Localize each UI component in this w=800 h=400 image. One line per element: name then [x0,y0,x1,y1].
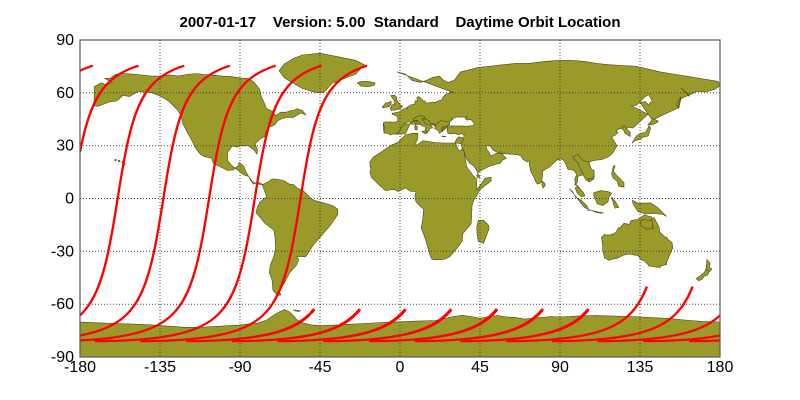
svg-text:90: 90 [56,32,74,49]
svg-text:-135: -135 [144,359,176,376]
svg-text:-45: -45 [308,359,331,376]
svg-text:-30: -30 [51,243,74,260]
svg-text:-90: -90 [228,359,251,376]
svg-text:135: 135 [627,359,654,376]
svg-text:-90: -90 [51,349,74,366]
svg-text:45: 45 [471,359,489,376]
svg-text:60: 60 [56,85,74,102]
svg-text:0: 0 [396,359,405,376]
svg-text:90: 90 [551,359,569,376]
svg-text:30: 30 [56,138,74,155]
svg-text:0: 0 [65,191,74,208]
svg-text:-60: -60 [51,296,74,313]
svg-text:180: 180 [707,359,734,376]
